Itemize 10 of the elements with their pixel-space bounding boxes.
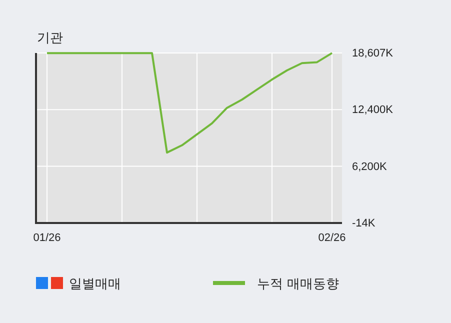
y-tick-label: -14K xyxy=(352,218,376,230)
chart-title: 기관 xyxy=(37,31,63,46)
legend-label: 누적 매매동향 xyxy=(257,277,340,292)
x-tick-label: 02/26 xyxy=(318,232,346,244)
legend-label: 일별매매 xyxy=(69,277,121,292)
line-series xyxy=(46,52,333,154)
y-tick-label: 6,200K xyxy=(352,160,388,173)
y-tick-label: 12,400K xyxy=(352,104,394,116)
x-tick-label: 01/26 xyxy=(33,232,61,244)
y-tick-label: 18,607K xyxy=(352,48,394,60)
